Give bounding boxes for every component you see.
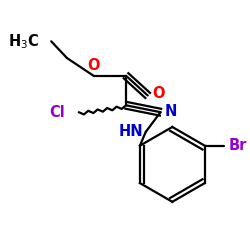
Text: Cl: Cl: [49, 105, 65, 120]
Text: Br: Br: [228, 138, 247, 153]
Text: HN: HN: [118, 124, 143, 140]
Text: N: N: [164, 104, 177, 119]
Text: O: O: [87, 58, 100, 73]
Text: H$_3$C: H$_3$C: [8, 32, 40, 51]
Text: O: O: [153, 86, 165, 101]
